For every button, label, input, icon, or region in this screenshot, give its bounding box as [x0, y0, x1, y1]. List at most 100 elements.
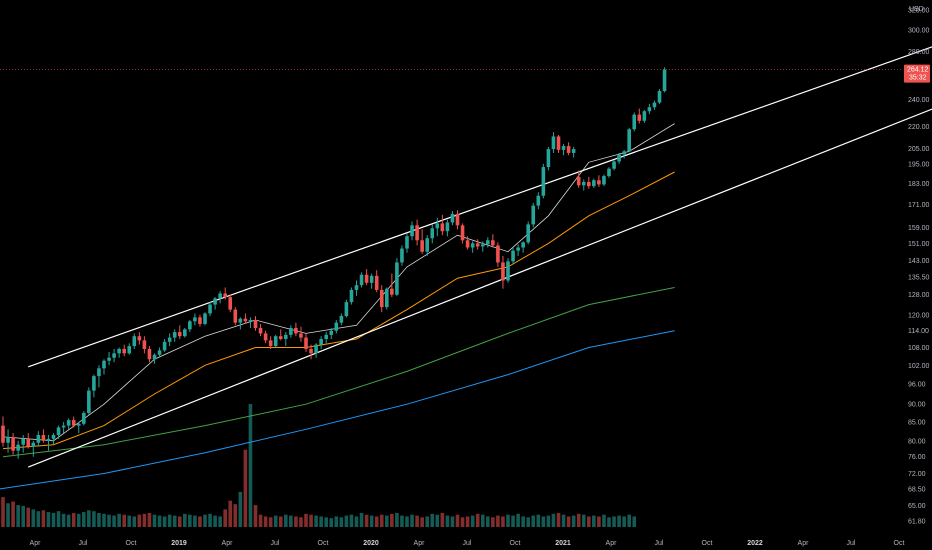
channel-upper-line[interactable]	[28, 0, 932, 368]
x-tick-label: 2022	[747, 540, 763, 547]
volume-bar	[359, 512, 364, 527]
candle-body	[294, 327, 298, 334]
candle-body	[253, 319, 258, 328]
volume-bar	[607, 517, 611, 527]
volume-bar	[354, 516, 359, 527]
y-tick-label: 320.00	[908, 7, 930, 14]
last-price-badge	[904, 64, 930, 83]
volume-bar	[551, 513, 556, 527]
candle-body	[450, 213, 455, 223]
y-tick-label: 61.80	[908, 519, 926, 526]
volume-bar	[299, 517, 303, 527]
volume-bar	[16, 505, 20, 527]
candle-body	[475, 243, 480, 247]
candle-body	[107, 357, 111, 361]
candle-body	[374, 275, 379, 290]
trend-channel[interactable]	[28, 0, 932, 468]
candle-body	[218, 293, 222, 299]
candle-body	[248, 319, 253, 322]
candle-body	[480, 244, 485, 247]
x-axis[interactable]: Apr Jul Oct 2019 Apr Jul Oct 2020 Apr Jul Oct 2021 A…	[30, 540, 905, 547]
x-tick-label: 2020	[363, 540, 379, 547]
candle-body	[526, 224, 530, 243]
candle-body	[496, 245, 500, 263]
volume-bar	[228, 500, 233, 527]
volume-bar	[622, 516, 626, 527]
volume-bar	[21, 505, 25, 527]
candle-body	[576, 176, 581, 186]
candle-body	[147, 348, 152, 360]
volume-bar	[632, 516, 637, 527]
volume-bar	[364, 514, 369, 527]
volume-bar	[122, 514, 126, 527]
volume-bar	[117, 513, 121, 527]
candle-body	[662, 69, 667, 92]
x-tick-label: Oct	[702, 540, 713, 547]
candle-body	[415, 225, 419, 241]
volume-bar	[450, 516, 455, 527]
volume-bar	[319, 516, 323, 527]
y-tick-label: 128.00	[908, 292, 930, 299]
volume-bar	[26, 507, 31, 527]
candle-body	[637, 114, 642, 121]
volume-bar	[475, 513, 480, 527]
volume-bar	[486, 516, 490, 527]
candle-body	[561, 146, 566, 150]
x-tick-label: Jul	[463, 540, 472, 547]
volume-bar	[344, 515, 349, 527]
channel-lower-line[interactable]	[28, 57, 932, 468]
y-tick-label: 96.00	[908, 382, 926, 389]
volume-bar	[36, 511, 41, 527]
candle-body	[470, 243, 475, 248]
volume-bar	[208, 513, 212, 527]
candle-body	[304, 337, 308, 349]
volume-bar	[142, 513, 147, 527]
candle-body	[324, 334, 328, 339]
candle-body	[652, 102, 657, 108]
y-tick-label: 65.00	[908, 503, 926, 510]
volume-bar	[491, 517, 495, 527]
candle-body	[152, 354, 157, 360]
volume-bar	[581, 514, 586, 527]
candle-body	[395, 262, 399, 295]
last-price-countdown: 35:32	[909, 75, 927, 82]
y-axis[interactable]: USD 61.80 65.00 68.50 72.00 76.00 80.00 85.00 9…	[908, 6, 930, 526]
candle-body	[642, 111, 647, 121]
candle-body	[592, 180, 596, 187]
candle-body	[263, 333, 268, 341]
volume-bar	[278, 516, 283, 527]
volume-bar	[526, 517, 530, 527]
candle-body	[258, 327, 263, 334]
volume-bar	[465, 516, 470, 527]
volume-bar	[460, 517, 465, 527]
candle-body	[183, 329, 187, 337]
candle-body	[657, 91, 662, 103]
volume-bar	[379, 514, 384, 527]
candle-body	[102, 360, 106, 369]
y-tick-label: 183.00	[908, 181, 930, 188]
volume-bar	[76, 513, 81, 527]
candle-body	[122, 348, 126, 354]
x-tick-label: Apr	[606, 540, 618, 547]
y-tick-label: 72.00	[908, 471, 926, 478]
candle-body	[354, 285, 359, 290]
candle-body	[385, 288, 389, 308]
volume-bar	[112, 515, 116, 527]
candle-body	[6, 436, 10, 443]
candle-body	[289, 327, 293, 335]
volume-bar	[480, 514, 485, 527]
x-tick-label: 2021	[555, 540, 571, 547]
y-tick-label: 90.00	[908, 402, 926, 409]
y-tick-label: 114.00	[908, 328, 929, 335]
candle-body	[238, 318, 243, 323]
candle-body	[117, 348, 121, 354]
volume-bar	[152, 514, 157, 527]
volume-bar	[592, 515, 596, 527]
volume-bar	[218, 516, 222, 527]
volume-bar	[183, 513, 187, 527]
volume-bar	[587, 516, 591, 527]
y-tick-label: 76.00	[908, 454, 926, 461]
x-tick-label: 2019	[171, 540, 187, 547]
volume-bar	[435, 514, 440, 527]
